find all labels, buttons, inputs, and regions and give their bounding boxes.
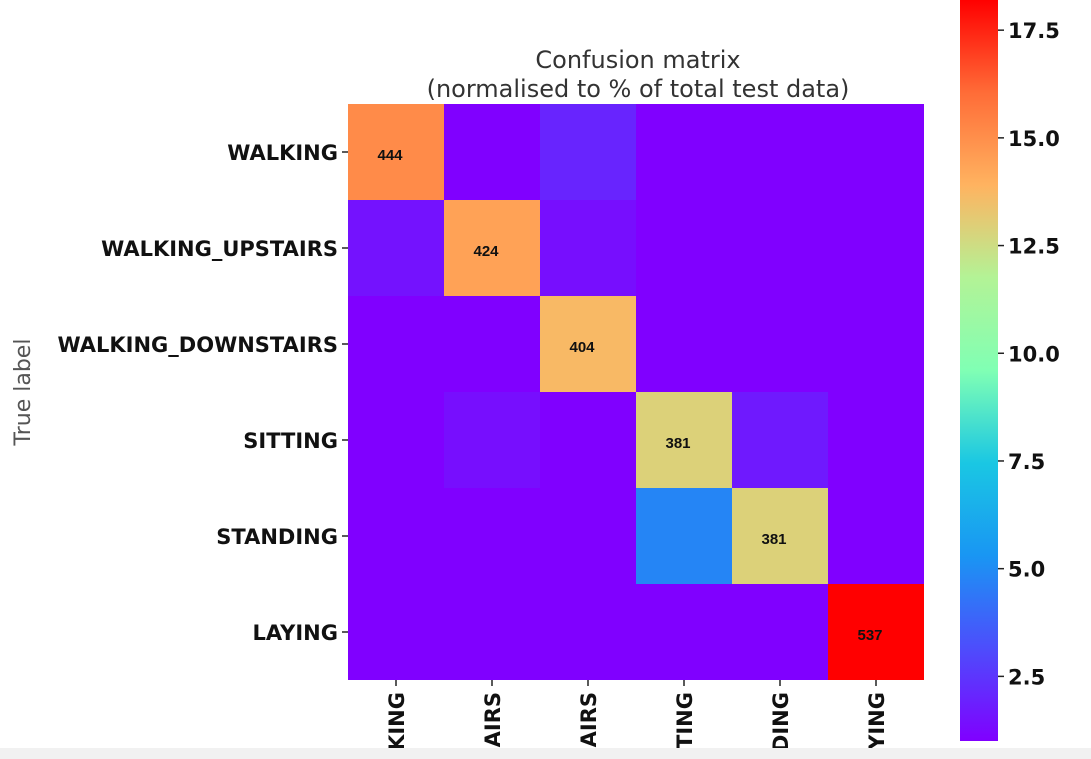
heatmap-cell-r5-c4: [732, 584, 828, 680]
y-tick-label: STANDING: [216, 525, 338, 549]
colorbar-tick-label: 5.0: [1008, 558, 1045, 582]
x-tick-labels: KING AIRS AIRS TING DING YING: [385, 680, 889, 752]
x-tick-label: AIRS: [577, 692, 601, 747]
heatmap-cell-r0-c1: [444, 104, 540, 200]
heatmap-cell-r1-c5: [828, 200, 924, 296]
heatmap-cell-r5-c5: [828, 584, 924, 680]
heatmap-cell-r0-c4: [732, 104, 828, 200]
y-tick-label: SITTING: [243, 429, 338, 453]
cell-annotation: 404: [569, 339, 595, 356]
colorbar: [960, 0, 998, 741]
heatmap-cell-r4-c3: [636, 488, 732, 584]
x-tick-label: TING: [673, 692, 697, 749]
heatmap-cell-r2-c2: [540, 296, 636, 392]
chart-title: Confusion matrix: [535, 46, 740, 74]
heatmap-cell-r1-c0: [348, 200, 444, 296]
x-tick-label: AIRS: [481, 692, 505, 747]
heatmap-cell-r5-c0: [348, 584, 444, 680]
heatmap-cell-r2-c3: [636, 296, 732, 392]
cell-annotation: 381: [761, 531, 786, 548]
cell-annotation: 381: [665, 435, 690, 452]
heatmap-cell-r0-c3: [636, 104, 732, 200]
heatmap-cell-r1-c3: [636, 200, 732, 296]
colorbar-tick-label: 15.0: [1008, 127, 1060, 151]
heatmap-cell-r4-c1: [444, 488, 540, 584]
heatmap-cell-r0-c2: [540, 104, 636, 200]
x-tick-label: YING: [865, 692, 889, 751]
y-tick-label: WALKING_DOWNSTAIRS: [58, 333, 338, 357]
x-tick-label: KING: [385, 692, 409, 751]
heatmap-cell-r3-c1: [444, 392, 540, 488]
heatmap-cell-r2-c1: [444, 296, 540, 392]
cell-annotation: 444: [377, 147, 403, 164]
heatmap-cell-r2-c4: [732, 296, 828, 392]
heatmap-cell-r3-c2: [540, 392, 636, 488]
heatmap-cell-r4-c2: [540, 488, 636, 584]
heatmap-cell-r3-c0: [348, 392, 444, 488]
heatmap-cell-r2-c5: [828, 296, 924, 392]
cell-annotations: 444 424 404 381 381 537: [377, 147, 882, 644]
heatmap-cell-r0-c5: [828, 104, 924, 200]
cell-annotation: 537: [857, 627, 882, 644]
y-tick-labels: WALKING WALKING_UPSTAIRS WALKING_DOWNSTAIR…: [58, 141, 348, 645]
heatmap-cell-r3-c3: [636, 392, 732, 488]
heatmap-cell-r2-c0: [348, 296, 444, 392]
heatmap-cell-r3-c5: [828, 392, 924, 488]
colorbar-tick-label: 10.0: [1008, 342, 1060, 366]
bottom-strip: [0, 748, 1091, 759]
y-tick-label: LAYING: [253, 621, 338, 645]
colorbar-tick-label: 17.5: [1008, 19, 1060, 43]
colorbar-tick-label: 2.5: [1008, 665, 1045, 689]
heatmap-cell-r4-c0: [348, 488, 444, 584]
cell-annotation: 424: [473, 243, 499, 260]
heatmap-cell-r4-c5: [828, 488, 924, 584]
y-axis-label: True label: [11, 339, 36, 447]
x-tick-label: DING: [769, 692, 793, 752]
y-tick-label: WALKING: [227, 141, 338, 165]
heatmap-cell-r0-c0: [348, 104, 444, 200]
colorbar-tick-label: 12.5: [1008, 235, 1060, 259]
y-tick-label: WALKING_UPSTAIRS: [101, 237, 338, 261]
heatmap-cell-r3-c4: [732, 392, 828, 488]
colorbar-ticks: 2.5 5.0 7.5 10.0 12.5 15.0 17.5: [998, 19, 1060, 689]
heatmap-cell-r5-c3: [636, 584, 732, 680]
chart-subtitle: (normalised to % of total test data): [427, 75, 850, 103]
heatmap-cell-r4-c4: [732, 488, 828, 584]
heatmap-cell-r5-c1: [444, 584, 540, 680]
heatmap-cell-r5-c2: [540, 584, 636, 680]
colorbar-tick-label: 7.5: [1008, 450, 1045, 474]
heatmap-cell-r1-c4: [732, 200, 828, 296]
heatmap-cells: [348, 104, 924, 680]
heatmap-cell-r1-c1: [444, 200, 540, 296]
heatmap-cell-r1-c2: [540, 200, 636, 296]
